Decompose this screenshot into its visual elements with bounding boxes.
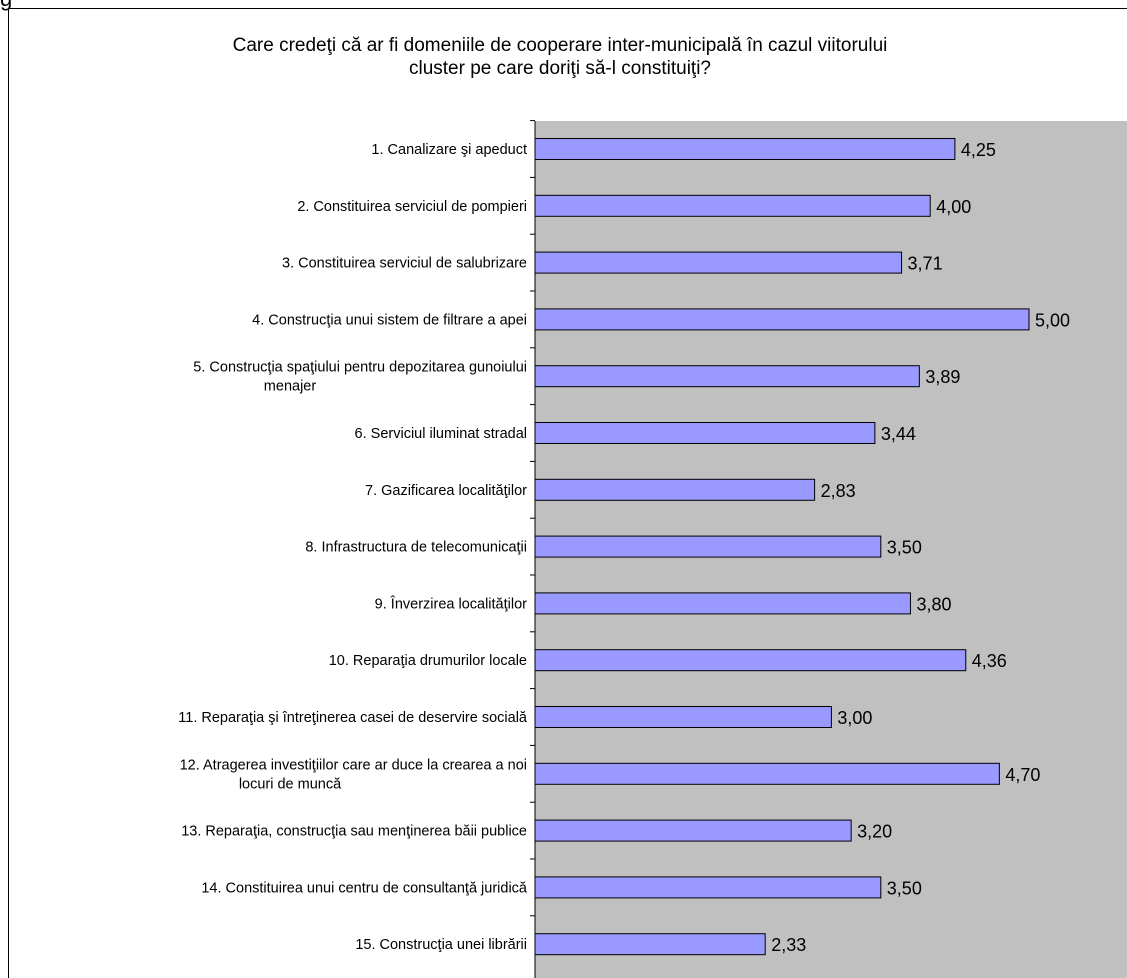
bar — [534, 592, 911, 615]
bar — [534, 138, 956, 160]
data-label: 3,89 — [925, 367, 960, 387]
data-label: 4,36 — [972, 651, 1007, 671]
category-label: 10. Reparaţia drumurilor locale — [329, 653, 527, 669]
category-label: 2. Constituirea serviciul de pompieri — [297, 199, 527, 215]
partial-heading-text: g — [0, 0, 12, 10]
data-label: 3,50 — [887, 878, 922, 898]
bar — [534, 933, 766, 956]
data-label: 4,00 — [936, 197, 971, 217]
category-label: 14. Constituirea unui centru de consulta… — [201, 880, 528, 896]
data-label: 4,25 — [961, 140, 996, 160]
bar — [534, 535, 882, 558]
data-label: 3,71 — [908, 254, 943, 274]
chart-frame — [8, 8, 1127, 978]
data-label: 3,44 — [881, 424, 916, 444]
data-label: 3,50 — [887, 538, 922, 558]
category-label: 15. Construcţia unei librării — [355, 937, 527, 953]
category-label: 11. Reparaţia şi întreţinerea casei de d… — [178, 710, 528, 726]
bar — [534, 422, 876, 444]
category-label: 5. Construcţia spaţiului pentru depozita… — [193, 360, 527, 376]
bar — [534, 251, 903, 274]
category-label: 4. Construcţia unui sistem de filtrare a… — [252, 312, 527, 328]
bar — [534, 308, 1030, 331]
bar — [534, 194, 931, 217]
category-label: 12. Atragerea investiţiilor care ar duce… — [180, 757, 527, 773]
data-label: 4,70 — [1005, 765, 1040, 785]
bar — [534, 478, 816, 501]
data-label: 3,00 — [837, 708, 872, 728]
category-label: 8. Infrastructura de telecomunicaţii — [305, 540, 527, 556]
data-label: 3,20 — [857, 822, 892, 842]
bar — [534, 706, 832, 728]
bar — [534, 649, 967, 672]
bar — [534, 762, 1000, 785]
data-label: 3,80 — [916, 594, 951, 614]
category-label: 1. Canalizare şi apeduct — [371, 142, 527, 158]
data-label: 2,83 — [821, 481, 856, 501]
category-label: 13. Reparaţia, construcţia sau menţinere… — [181, 824, 527, 840]
category-label: 6. Serviciul iluminat stradal — [355, 426, 527, 442]
category-label: menajer — [264, 379, 317, 395]
category-label: 3. Constituirea serviciul de salubrizare — [282, 256, 527, 272]
bar — [534, 365, 920, 388]
category-label: 7. Gazificarea localităţilor — [365, 483, 527, 499]
bar — [534, 819, 852, 842]
category-label: locuri de muncă — [239, 776, 342, 792]
data-label: 2,33 — [771, 935, 806, 955]
data-label: 5,00 — [1035, 310, 1070, 330]
category-label: 9. Înverzirea localităţilor — [375, 595, 527, 612]
bar — [534, 876, 882, 899]
chart-title: Care credeţi că ar fi domeniile de coope… — [232, 35, 888, 79]
